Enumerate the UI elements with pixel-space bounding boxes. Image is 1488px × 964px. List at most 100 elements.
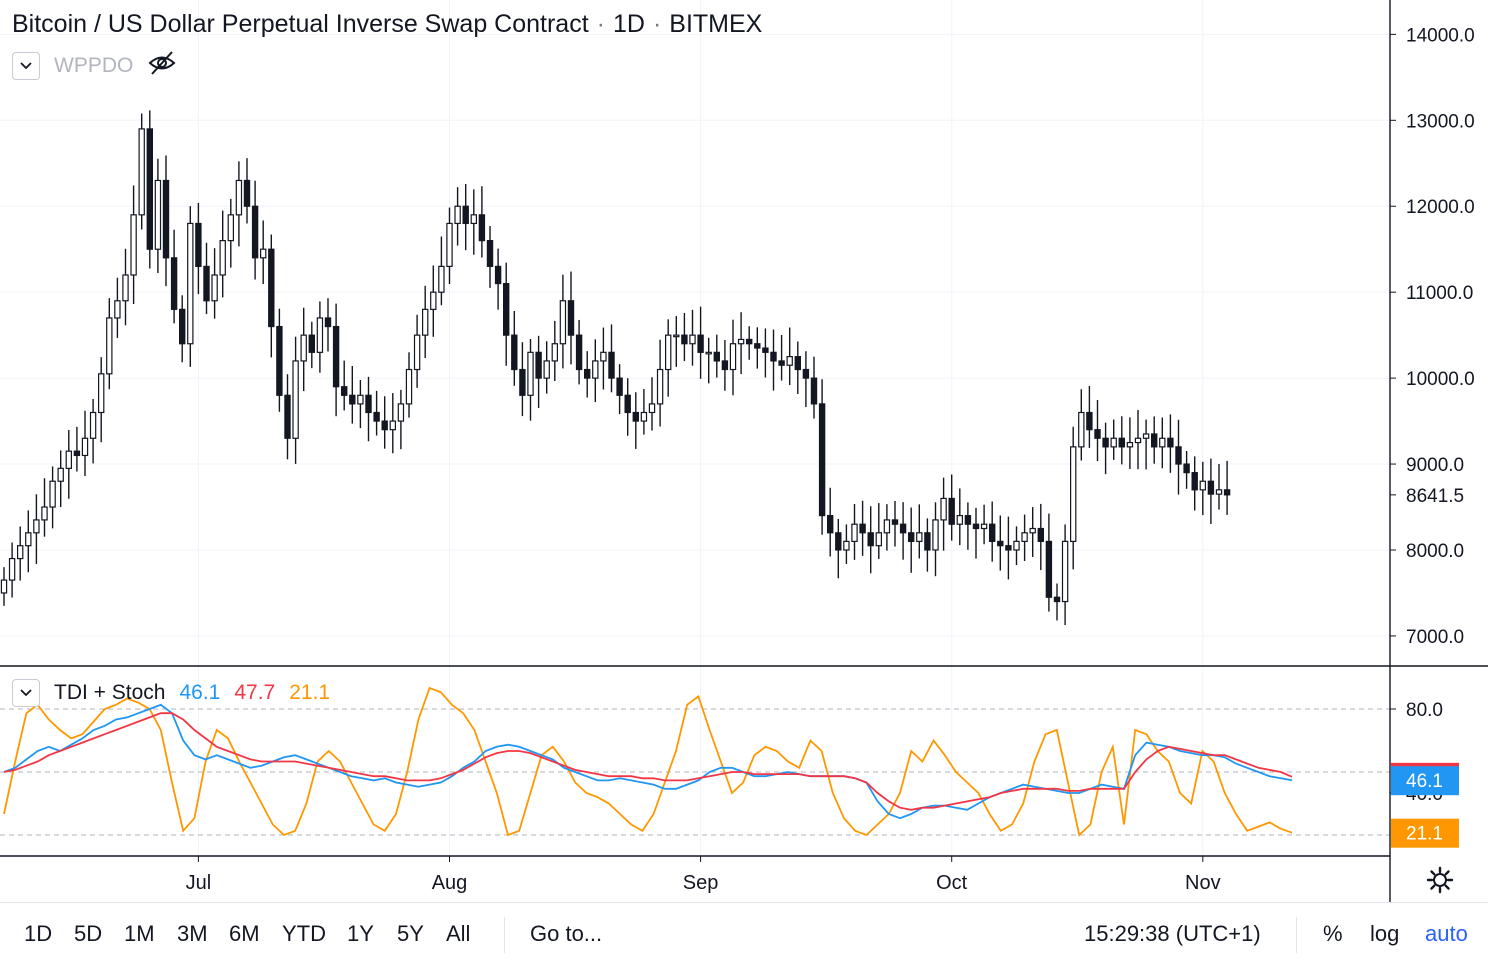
candle-body — [818, 403, 826, 517]
eye-hidden-icon[interactable] — [147, 50, 177, 81]
candle-body — [284, 394, 291, 439]
candle-body — [551, 343, 559, 362]
exchange: BITMEX — [669, 10, 763, 38]
range-5d-button[interactable]: 5D — [74, 921, 103, 946]
candle-body — [179, 308, 186, 345]
auto-scale-button[interactable]: auto — [1425, 921, 1468, 946]
log-scale-button[interactable]: log — [1370, 921, 1400, 946]
candle-body — [729, 343, 737, 371]
percent-scale-button[interactable]: % — [1323, 921, 1343, 946]
candle-body — [243, 179, 251, 207]
price-tick-label: 13000.0 — [1406, 111, 1475, 132]
range-ytd-button[interactable]: YTD — [282, 921, 326, 946]
toolbar-divider — [1296, 917, 1297, 953]
candle-body — [778, 360, 785, 366]
candle-body — [932, 519, 939, 551]
indicator-value-badge — [1391, 766, 1459, 796]
candle-body — [1102, 437, 1109, 448]
candle-body — [988, 523, 996, 542]
price-tick-label: 9000.0 — [1406, 455, 1464, 476]
toolbar-divider — [504, 917, 505, 953]
time-axis-label: Nov — [1185, 872, 1221, 894]
candle-body — [65, 450, 72, 469]
candle-body — [195, 222, 202, 267]
candle-body — [478, 214, 486, 242]
candle-body — [948, 497, 955, 525]
candle-body — [721, 360, 729, 371]
range-3m-button[interactable]: 3M — [177, 921, 208, 946]
tdi-price-line — [3, 703, 1293, 820]
candle-body — [1199, 480, 1206, 491]
bottom-toolbar: 1D 5D 1M 3M 6M YTD 1Y 5Y All Go to... 15… — [0, 902, 1488, 964]
range-1m-button[interactable]: 1M — [124, 921, 155, 946]
candle-body — [405, 368, 413, 405]
range-6m-button[interactable]: 6M — [229, 921, 260, 946]
candle-body — [600, 351, 607, 362]
candle-body — [33, 519, 40, 534]
interval[interactable]: 1D — [612, 10, 645, 38]
candle-body — [81, 437, 89, 457]
candle-body — [713, 351, 721, 362]
candle-body — [899, 523, 907, 534]
chevron-down-icon — [20, 689, 32, 697]
candle-body — [1069, 446, 1077, 542]
candle-body — [219, 240, 226, 276]
candle-body — [170, 257, 178, 310]
candle-body — [1094, 429, 1101, 439]
candle-body — [341, 386, 348, 396]
symbol-name: Bitcoin / US Dollar Perpetual Inverse Sw… — [12, 10, 589, 38]
candle-body — [689, 334, 696, 345]
candle-body — [762, 347, 769, 353]
candle-body — [608, 351, 615, 379]
time-axis-label: Sep — [683, 872, 719, 894]
tdi-signal-line — [3, 712, 1293, 811]
clock-timezone[interactable]: 15:29:38 (UTC+1) — [1084, 921, 1261, 946]
candle-body — [430, 291, 437, 310]
candle-body — [494, 265, 502, 285]
candle-body — [737, 338, 745, 345]
candle-body — [25, 532, 32, 547]
candle-body — [292, 360, 299, 439]
candle-body — [316, 317, 324, 353]
range-5y-button[interactable]: 5Y — [397, 921, 424, 946]
candle-body — [203, 265, 210, 302]
title-separator: · — [596, 10, 605, 38]
candle-body — [1053, 596, 1061, 603]
price-tick-label: 11000.0 — [1406, 283, 1473, 304]
overlay-indicator-name[interactable]: WPPDO — [54, 53, 134, 77]
stoch-line — [3, 686, 1293, 837]
candle-body — [438, 265, 445, 293]
indicator-lines — [0, 686, 1390, 837]
range-all-button[interactable]: All — [446, 921, 471, 946]
candle-body — [972, 523, 980, 530]
range-1d-button[interactable]: 1D — [24, 921, 53, 946]
candle-body — [17, 545, 24, 560]
candle-body — [235, 179, 243, 216]
candle-body — [648, 403, 656, 414]
candle-body — [486, 240, 494, 267]
indicator-name[interactable]: TDI + Stoch — [54, 681, 166, 704]
candle-body — [583, 368, 591, 379]
candle-body — [1110, 437, 1117, 448]
candle-body — [511, 334, 518, 371]
candle-body — [1191, 472, 1198, 491]
candle-body — [632, 411, 640, 422]
candle-body — [964, 515, 972, 525]
candle-body — [462, 205, 469, 225]
range-1y-button[interactable]: 1Y — [347, 921, 374, 946]
candle-body — [1061, 540, 1069, 603]
candle-body — [640, 411, 648, 422]
candle-body — [0, 579, 8, 594]
candle-body — [373, 411, 380, 422]
price-tick-label: 7000.0 — [1406, 627, 1464, 648]
goto-date-button[interactable]: Go to... — [530, 921, 603, 946]
candle-body — [211, 274, 218, 302]
candle-body — [122, 274, 129, 302]
gear-icon[interactable] — [1426, 866, 1454, 894]
price-tick-label: 14000.0 — [1406, 25, 1475, 46]
collapse-indicator-button[interactable] — [12, 679, 40, 707]
time-axis-label: Aug — [432, 872, 468, 894]
candle-body — [357, 394, 364, 405]
collapse-legend-button[interactable] — [12, 51, 40, 80]
